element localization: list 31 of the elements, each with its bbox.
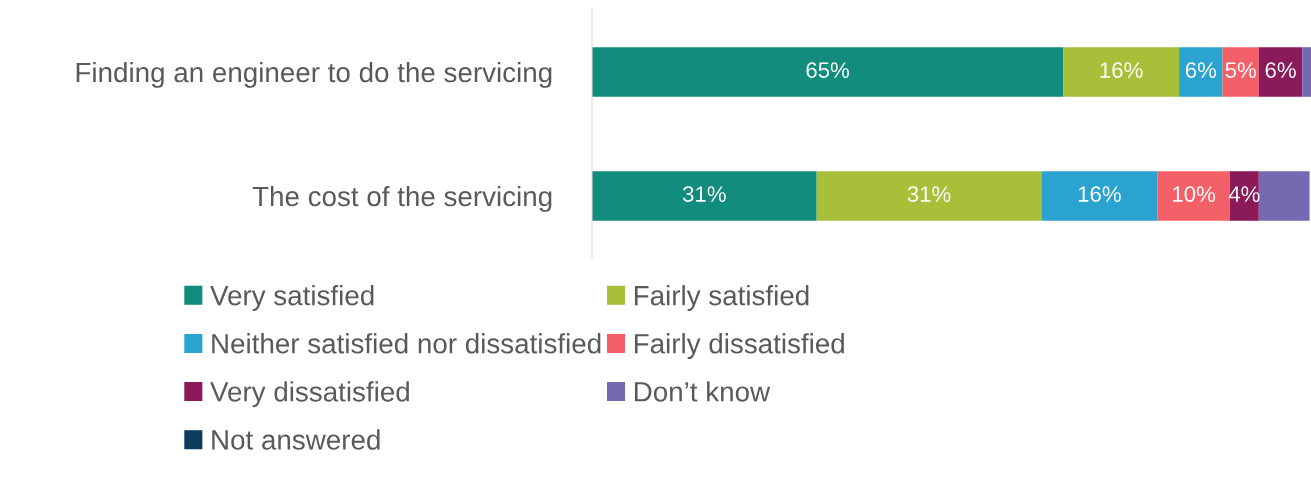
bar — [1179, 47, 1223, 97]
legend-label: Fairly satisfied — [634, 285, 809, 311]
legend-label: Very satisfied — [210, 285, 374, 311]
data-label: 6% — [1185, 62, 1217, 78]
data-label: 16% — [1100, 62, 1143, 78]
legend-label: Neither satisfied nor dissatisfied — [212, 333, 601, 354]
bar — [1258, 171, 1310, 221]
legend-label: Fairly dissatisfied — [634, 333, 844, 360]
data-label: 16% — [1078, 186, 1121, 202]
bar — [1041, 171, 1158, 221]
data-label: 6% — [1265, 62, 1296, 78]
bar — [1258, 47, 1303, 97]
bar — [1302, 47, 1311, 97]
data-label: 65% — [806, 62, 850, 78]
bar — [1157, 171, 1230, 221]
legend-label: Very dissatisfied — [210, 381, 409, 408]
y-tick-label: The cost of the servicing — [252, 185, 552, 212]
bar — [1222, 47, 1259, 97]
data-label: 5% — [1225, 62, 1256, 78]
data-label: 31% — [682, 186, 726, 202]
data-label: 31% — [907, 186, 951, 202]
legend-label: Not answered — [212, 429, 380, 450]
bar — [592, 171, 817, 221]
y-tick-label: Finding an engineer to do the servicing — [76, 61, 552, 88]
bar — [1063, 47, 1180, 97]
legend-label: Don’t know — [634, 381, 771, 402]
data-label: 10% — [1173, 186, 1216, 202]
bar — [592, 47, 1064, 97]
data-label: 4% — [1228, 186, 1260, 202]
bar — [1229, 171, 1259, 221]
bar — [816, 171, 1042, 221]
